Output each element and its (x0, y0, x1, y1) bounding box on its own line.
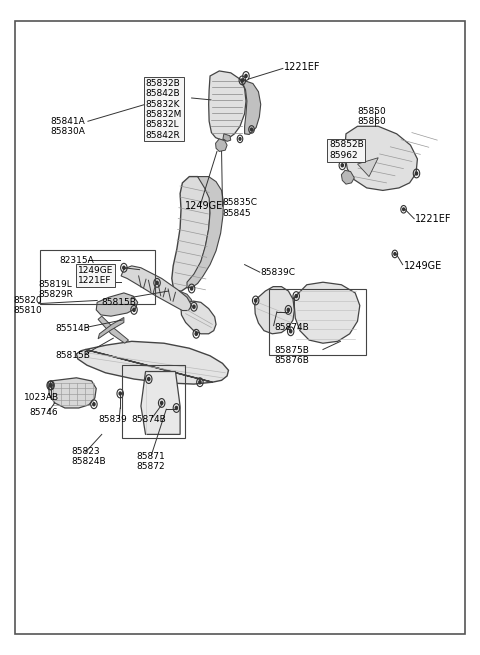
Text: 1249GE: 1249GE (404, 261, 442, 271)
Circle shape (156, 281, 158, 284)
Circle shape (241, 79, 243, 82)
Polygon shape (172, 177, 210, 291)
Circle shape (245, 75, 247, 77)
Text: 85815B: 85815B (56, 351, 91, 360)
Circle shape (191, 287, 193, 290)
Circle shape (403, 208, 405, 211)
Text: 85835C
85845: 85835C 85845 (223, 198, 257, 217)
Circle shape (195, 332, 197, 335)
Polygon shape (187, 177, 223, 288)
Circle shape (49, 384, 51, 387)
Text: 85841A
85830A: 85841A 85830A (50, 117, 85, 136)
Circle shape (93, 403, 95, 405)
Circle shape (394, 253, 396, 255)
Polygon shape (216, 139, 227, 151)
Text: 85746: 85746 (29, 408, 58, 417)
Polygon shape (223, 134, 231, 141)
Circle shape (341, 164, 343, 167)
Circle shape (123, 266, 125, 269)
Text: 1221EF: 1221EF (284, 62, 320, 71)
Circle shape (133, 309, 135, 311)
Circle shape (160, 402, 163, 405)
Circle shape (289, 329, 292, 333)
Text: 85852B
85962: 85852B 85962 (329, 140, 364, 160)
Polygon shape (240, 79, 261, 134)
Polygon shape (98, 316, 129, 343)
Polygon shape (96, 293, 138, 316)
Text: 85820
85810: 85820 85810 (13, 296, 42, 315)
Text: 85871
85872: 85871 85872 (136, 452, 165, 471)
Text: 85839C: 85839C (261, 268, 296, 276)
Polygon shape (294, 282, 360, 343)
Text: 1221EF: 1221EF (415, 214, 452, 224)
Polygon shape (98, 318, 124, 339)
Text: 85874B: 85874B (275, 323, 309, 332)
Text: 85839: 85839 (98, 415, 127, 424)
Circle shape (50, 384, 52, 387)
Polygon shape (345, 126, 418, 191)
Polygon shape (209, 71, 246, 140)
Text: 1249GE: 1249GE (185, 201, 223, 211)
Text: 85815B: 85815B (102, 298, 137, 307)
Polygon shape (176, 291, 192, 307)
Text: 85819L
85829R: 85819L 85829R (38, 280, 73, 299)
Text: 85875B
85876B: 85875B 85876B (275, 346, 310, 365)
Text: 85514B: 85514B (56, 324, 90, 333)
Circle shape (148, 377, 150, 381)
Text: 82315A: 82315A (60, 255, 94, 265)
Polygon shape (358, 158, 378, 177)
Circle shape (239, 138, 241, 140)
Circle shape (287, 309, 289, 311)
Circle shape (175, 407, 178, 409)
Text: 1023AB: 1023AB (24, 394, 60, 402)
Text: 85832B
85842B
85832K
85832M
85832L
85842R: 85832B 85842B 85832K 85832M 85832L 85842… (145, 79, 182, 140)
Circle shape (295, 295, 297, 297)
Text: 85850
85860: 85850 85860 (358, 107, 386, 126)
Circle shape (119, 392, 121, 395)
Text: 85874B: 85874B (132, 415, 167, 424)
Circle shape (193, 305, 195, 309)
Polygon shape (121, 266, 192, 310)
Polygon shape (341, 170, 354, 184)
Polygon shape (181, 301, 216, 334)
Circle shape (415, 172, 418, 175)
Circle shape (199, 381, 201, 384)
Text: 1249GE
1221EF: 1249GE 1221EF (78, 266, 113, 285)
Polygon shape (49, 378, 96, 408)
Circle shape (251, 128, 252, 131)
Polygon shape (76, 341, 228, 384)
Polygon shape (255, 287, 294, 334)
Text: 85823
85824B: 85823 85824B (71, 447, 106, 466)
Circle shape (254, 299, 257, 302)
Polygon shape (141, 371, 180, 434)
